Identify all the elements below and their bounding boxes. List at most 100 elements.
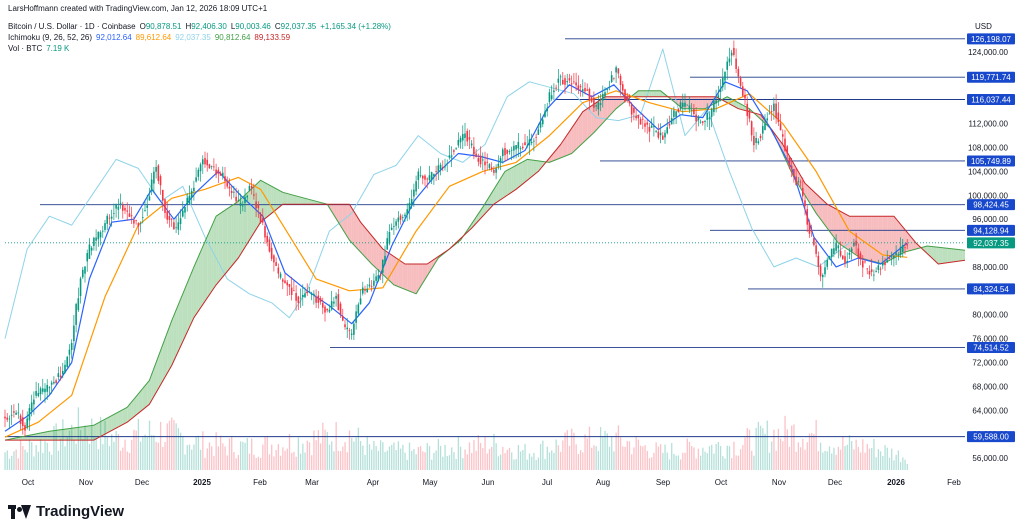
x-tick-label: Mar (305, 478, 319, 487)
candle-body (546, 107, 549, 112)
cloud-segment (525, 159, 528, 183)
cloud-segment (938, 247, 941, 264)
cloud-segment (47, 431, 50, 441)
volume-bar (275, 450, 277, 470)
volume-bar (695, 458, 697, 470)
cloud-segment (169, 320, 172, 370)
candle-body (510, 149, 513, 151)
candle-body (255, 201, 257, 209)
cloud-segment (193, 261, 197, 318)
symbol-legend[interactable]: Bitcoin / U.S. Dollar · 1D · Coinbase O90… (8, 22, 395, 31)
candle-body (777, 112, 780, 123)
candle-body (590, 97, 593, 102)
volume-bar (479, 442, 482, 470)
volume-bar (855, 439, 857, 470)
cloud-segment (638, 90, 641, 97)
cloud-segment (493, 185, 497, 205)
candle-body (284, 280, 286, 284)
volume-bar (179, 432, 182, 470)
cloud-segment (125, 407, 128, 424)
cloud-segment (949, 248, 952, 263)
candle-body (635, 116, 637, 119)
candle-body (617, 68, 620, 74)
volume-bar (526, 459, 528, 470)
volume-bar (864, 452, 866, 470)
candle-body (861, 260, 864, 268)
cloud-segment (105, 418, 108, 435)
candle-body (315, 296, 317, 303)
volume-bar (582, 452, 584, 470)
cloud-segment (293, 195, 297, 205)
candle-body (541, 119, 544, 125)
volume-bar (793, 424, 795, 470)
volume-bar (282, 447, 284, 470)
volume-bar (146, 436, 148, 470)
volume-bar (466, 454, 468, 470)
cloud-segment (556, 147, 559, 160)
cloud-segment (216, 214, 219, 285)
volume-bar (768, 452, 771, 470)
cloud-segment (296, 195, 299, 205)
volume-bar (224, 446, 226, 470)
volume-bar (626, 440, 628, 470)
volume-bar (451, 447, 453, 470)
candle-body (744, 94, 746, 99)
candle-body (24, 425, 26, 431)
tradingview-logo[interactable]: TradingView (8, 503, 124, 520)
ichimoku-legend[interactable]: Ichimoku (9, 26, 52, 26) 92,012.64 89,612.… (8, 33, 294, 42)
volume-bar (26, 452, 28, 470)
cloud-segment (858, 216, 861, 258)
time-axis[interactable]: Oct Nov Dec 2025 Feb Mar Apr May Jun Jul Aug Sep Oct… (22, 478, 962, 487)
cloud-segment (369, 232, 372, 264)
volume-bar (622, 446, 624, 470)
cloud-segment (860, 216, 863, 259)
volume-bar (877, 449, 880, 470)
x-tick-label: 2026 (887, 478, 905, 487)
volume-bar (777, 428, 780, 470)
volume-legend[interactable]: Vol · BTC 7.19 K (8, 44, 73, 53)
volume-bar (186, 445, 188, 470)
low-value: 90,003.46 (235, 22, 271, 31)
candle-body (73, 325, 75, 342)
candle-body (588, 88, 591, 100)
cloud-segment (700, 96, 703, 109)
volume-bar (611, 436, 613, 470)
cloud-segment (378, 243, 381, 273)
candle-body (726, 61, 729, 70)
candle-body (721, 77, 724, 88)
candle-body (899, 246, 902, 255)
volume-bar (457, 436, 460, 470)
candle-body (328, 309, 331, 312)
volume-bar (259, 458, 262, 470)
volume-bar (91, 418, 93, 470)
cloud-segment (285, 192, 288, 205)
candle-body (33, 399, 35, 405)
symbol-name: Bitcoin / U.S. Dollar · 1D · Coinbase (8, 22, 136, 31)
volume-bar (77, 407, 80, 470)
level-tag (967, 431, 1015, 443)
price-axis[interactable]: 124,000.00120,000.00116,000.00112,000.00… (968, 48, 1009, 463)
volume-bar (84, 425, 86, 470)
candle-body (337, 294, 340, 311)
cloud-segment (133, 396, 137, 417)
candle-body (97, 231, 100, 240)
candle-body (379, 274, 382, 276)
candle-body (795, 176, 797, 185)
currency-label[interactable]: USD (975, 22, 992, 31)
volume-bar (344, 442, 346, 470)
cloud-segment (98, 421, 101, 438)
candle-body (784, 138, 786, 151)
cloud-segment (362, 224, 365, 257)
candle-body (626, 96, 629, 100)
x-tick-label: Apr (367, 478, 380, 487)
candle-body (753, 135, 755, 146)
candle-body (537, 129, 540, 135)
volume-bar (506, 449, 508, 470)
candle-body (377, 275, 380, 282)
cloud-segment (945, 248, 948, 264)
candle-body (375, 276, 377, 281)
volume-bar (404, 452, 406, 470)
volume-bar (666, 452, 668, 470)
cloud-segment (698, 96, 701, 109)
